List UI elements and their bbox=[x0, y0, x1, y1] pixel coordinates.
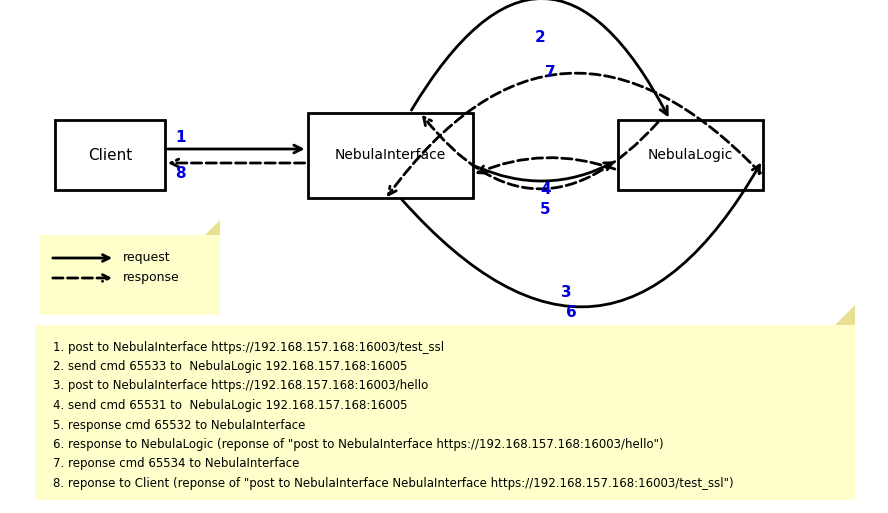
Bar bbox=[35, 325, 855, 500]
Text: 4. send cmd 65531 to  NebulaLogic 192.168.157.168:16005: 4. send cmd 65531 to NebulaLogic 192.168… bbox=[53, 399, 408, 412]
Text: 8. reponse to Client (reponse of "post to NebulaInterface NebulaInterface https:: 8. reponse to Client (reponse of "post t… bbox=[53, 477, 733, 490]
Text: 1: 1 bbox=[175, 129, 186, 145]
Bar bbox=[617, 120, 763, 190]
Polygon shape bbox=[205, 220, 220, 235]
Text: response: response bbox=[123, 271, 179, 285]
Bar bbox=[307, 112, 472, 198]
Text: Client: Client bbox=[88, 148, 132, 163]
Text: 6. response to NebulaLogic (reponse of "post to NebulaInterface https://192.168.: 6. response to NebulaLogic (reponse of "… bbox=[53, 438, 663, 451]
Text: 5: 5 bbox=[540, 203, 551, 218]
Text: NebulaInterface: NebulaInterface bbox=[335, 148, 446, 162]
Text: 2: 2 bbox=[535, 30, 546, 45]
Text: 3: 3 bbox=[561, 285, 572, 300]
Text: 4: 4 bbox=[540, 183, 551, 198]
Text: 7: 7 bbox=[545, 65, 556, 80]
Text: 7. reponse cmd 65534 to NebulaInterface: 7. reponse cmd 65534 to NebulaInterface bbox=[53, 458, 299, 470]
Text: 5. response cmd 65532 to NebulaInterface: 5. response cmd 65532 to NebulaInterface bbox=[53, 419, 305, 431]
Polygon shape bbox=[835, 305, 855, 325]
Text: request: request bbox=[123, 251, 170, 265]
Text: 2. send cmd 65533 to  NebulaLogic 192.168.157.168:16005: 2. send cmd 65533 to NebulaLogic 192.168… bbox=[53, 360, 408, 373]
Bar bbox=[55, 120, 165, 190]
Text: NebulaLogic: NebulaLogic bbox=[647, 148, 733, 162]
Text: 8: 8 bbox=[175, 166, 186, 181]
Text: 3. post to NebulaInterface https://192.168.157.168:16003/hello: 3. post to NebulaInterface https://192.1… bbox=[53, 380, 428, 392]
Text: 6: 6 bbox=[567, 305, 577, 320]
Bar bbox=[40, 235, 220, 315]
Text: 1. post to NebulaInterface https://192.168.157.168:16003/test_ssl: 1. post to NebulaInterface https://192.1… bbox=[53, 341, 444, 353]
